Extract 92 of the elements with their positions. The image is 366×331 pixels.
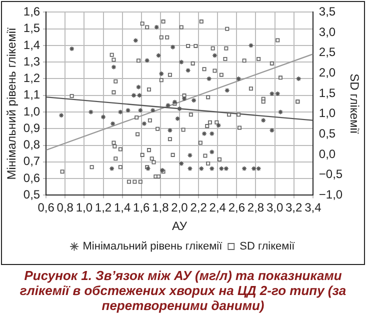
x-tick-label: 1,2	[94, 200, 112, 215]
x-tick-label: 1,0	[76, 200, 93, 215]
y2-tick-label: 3,0	[318, 24, 336, 39]
x-tick-label: 1,4	[114, 200, 131, 215]
point	[185, 68, 191, 74]
point	[224, 88, 230, 94]
y-tick-label: 1,2	[23, 71, 40, 86]
x-tick-label: 2,2	[190, 200, 208, 215]
legend-label: Мінімальний рівень глікемії	[82, 240, 222, 253]
y-tick-label: 1,6	[23, 4, 40, 19]
point	[136, 84, 142, 90]
point	[269, 91, 275, 96]
y2-tick-label: 1,5	[318, 86, 336, 100]
x-tick-label: 2,6	[228, 200, 246, 215]
y2-tick-label: 3,5	[318, 4, 336, 19]
y-tick-label: 1,0	[23, 104, 40, 118]
point	[242, 166, 247, 172]
point	[69, 46, 74, 52]
point	[158, 71, 164, 76]
y-tick-label: 0,7	[23, 154, 40, 168]
point	[110, 121, 116, 126]
point	[209, 149, 215, 155]
point	[167, 128, 173, 133]
point	[236, 76, 242, 82]
point	[269, 128, 275, 133]
point	[198, 166, 204, 172]
point	[182, 96, 187, 102]
x-tick-label: 3,0	[266, 200, 284, 215]
x-tick-label: 0,6	[38, 200, 55, 215]
point	[142, 121, 147, 126]
point	[278, 109, 284, 115]
y-tick-label: 0,5	[23, 188, 40, 202]
point	[248, 42, 254, 48]
point	[178, 160, 184, 166]
point	[216, 122, 222, 128]
point	[136, 92, 142, 98]
y2-tick-label: 1,0	[318, 106, 336, 120]
point	[176, 106, 182, 112]
point	[118, 109, 124, 115]
y2-tick-label: −1,0	[318, 188, 343, 202]
y2-tick-label: 2,5	[318, 45, 336, 60]
point	[172, 99, 178, 105]
x-tick-label: 2,0	[171, 200, 188, 215]
point	[256, 166, 262, 172]
x-tick-label: 1,6	[133, 200, 150, 215]
point	[133, 38, 138, 44]
y2-tick-label: −0,5	[318, 167, 343, 182]
y-axis-title: Мінімальний рівень глікемії	[4, 27, 19, 180]
point	[88, 109, 94, 115]
x-tick-label: 2,4	[209, 200, 226, 215]
point	[187, 166, 193, 172]
x-tick-label: 3,4	[304, 200, 322, 215]
y2-tick-label: 0,0	[318, 146, 336, 161]
point	[156, 52, 162, 58]
y-tick-label: 1,3	[23, 54, 40, 68]
legend-label: SD глікемії	[240, 240, 295, 253]
point	[206, 76, 212, 82]
point	[131, 92, 136, 98]
point	[212, 52, 218, 58]
x-tick-label: 1,8	[152, 200, 170, 215]
y2-axis-title: SD глікемії	[347, 74, 362, 134]
y-tick-label: 0,9	[23, 120, 40, 135]
point	[191, 98, 196, 104]
point	[109, 166, 114, 172]
point	[224, 166, 229, 172]
point	[209, 166, 215, 172]
y-tick-label: 1,5	[23, 21, 40, 36]
y-tick-label: 1,1	[23, 88, 40, 102]
point	[154, 24, 160, 30]
point	[174, 116, 180, 122]
y2-tick-label: 0,5	[318, 126, 336, 141]
point	[111, 64, 116, 70]
point	[100, 114, 106, 120]
point	[260, 118, 266, 123]
point	[58, 112, 64, 118]
x-tick-label: 0,8	[56, 200, 74, 215]
text: Рисунок 1. Зв’язок між АУ (мг/л) та показниками глікемії в обстежених хворих на ЦД 2-го типу (за перетвореними даними)	[18, 268, 348, 313]
x-tick-label: 2,8	[247, 200, 264, 215]
point	[170, 44, 176, 50]
y-tick-label: 0,8	[23, 138, 40, 152]
x-tick-label: 3,2	[286, 200, 303, 215]
point	[218, 166, 224, 172]
point	[187, 152, 193, 158]
point	[144, 58, 150, 64]
y-tick-label: 0,6	[23, 170, 40, 185]
y2-tick-label: 2,0	[318, 66, 336, 80]
point	[296, 76, 302, 82]
point	[275, 91, 280, 96]
x-axis-title: АУ	[172, 219, 188, 234]
point	[178, 59, 184, 65]
y-tick-label: 1,4	[23, 38, 40, 52]
point	[251, 166, 256, 172]
